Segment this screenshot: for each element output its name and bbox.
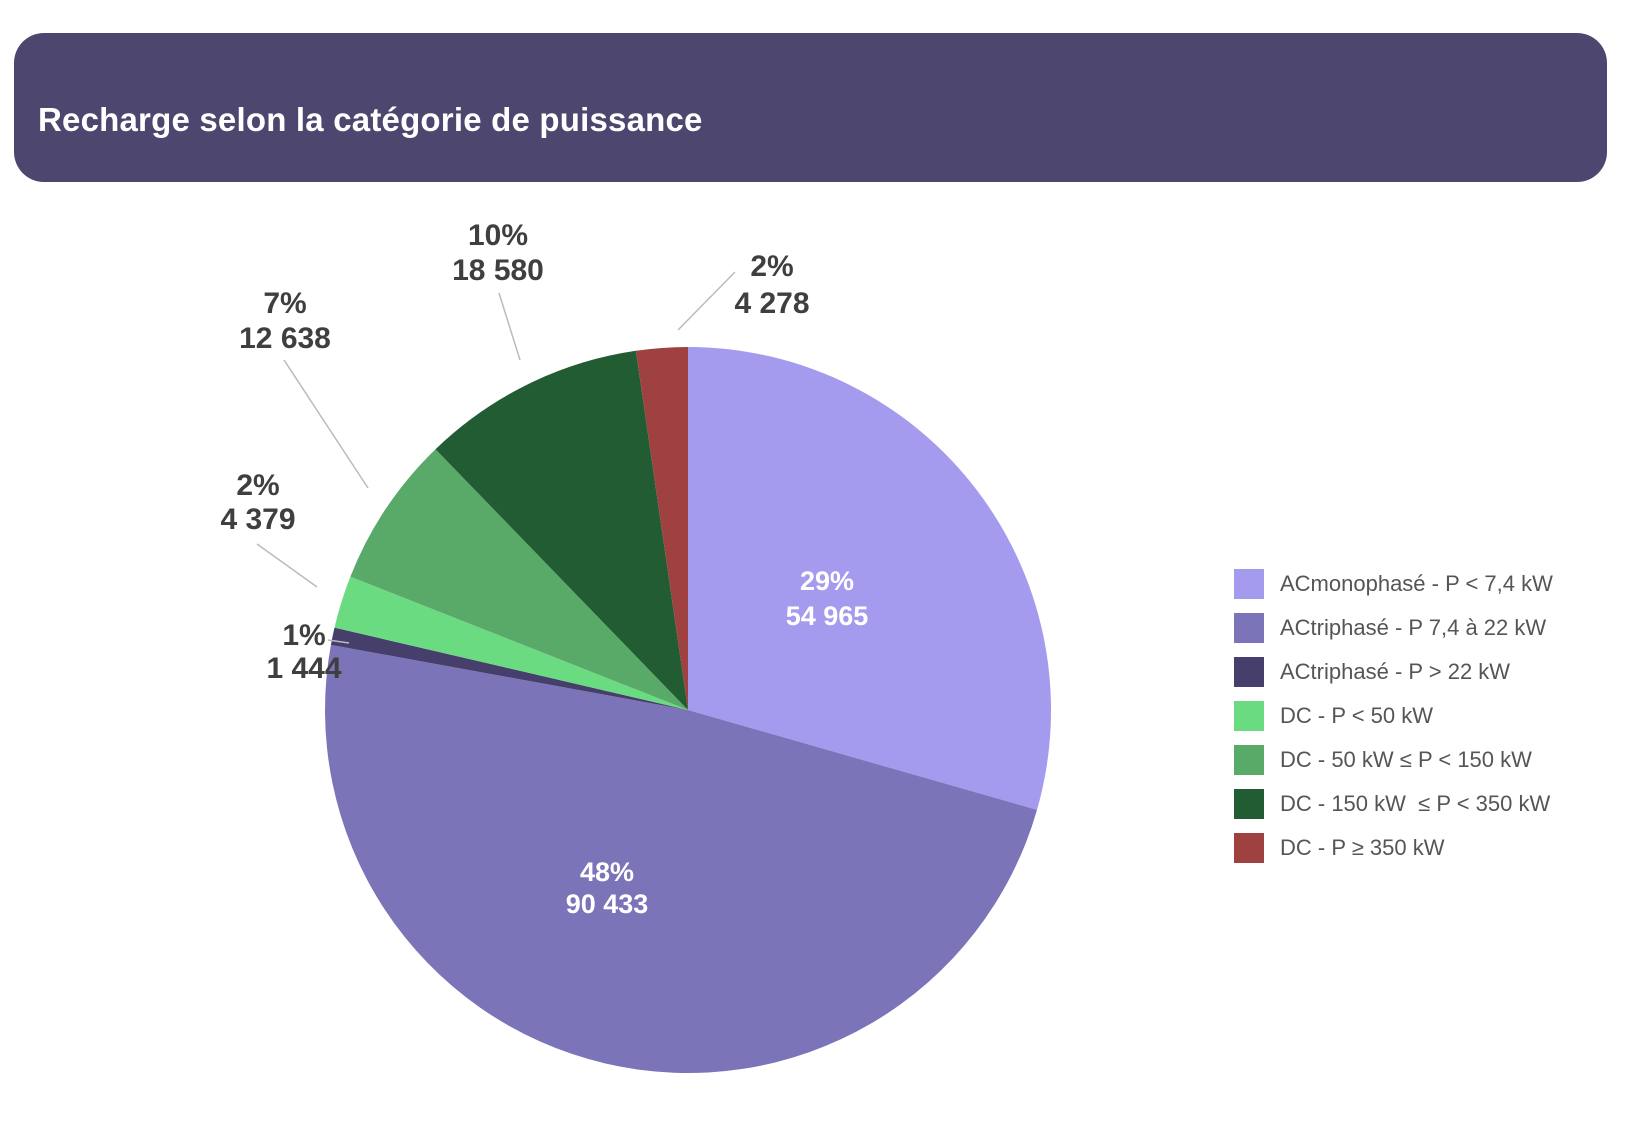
label-leader-line-6 <box>677 271 736 331</box>
chart-title: Recharge selon la catégorie de puissance <box>38 100 703 138</box>
pie-slice-2 <box>330 627 688 710</box>
legend-item-5: DC - 150 kW ≤ P < 350 kW <box>1234 789 1553 819</box>
legend-item-0: ACmonophasé - P < 7,4 kW <box>1234 569 1553 599</box>
legend-label: DC - 50 kW ≤ P < 150 kW <box>1280 747 1532 772</box>
legend-label: ACtriphasé - P 7,4 à 22 kW <box>1280 615 1547 640</box>
legend-swatch-icon <box>1234 657 1264 687</box>
pie-slice-6 <box>635 347 688 710</box>
legend: ACmonophasé - P < 7,4 kW ACtriphasé - P 7… <box>1234 569 1553 877</box>
label-leader-line-3 <box>256 543 318 588</box>
slice-label-4: 7% 12 638 <box>239 287 331 355</box>
pie-slice-3 <box>334 576 688 710</box>
slice-label-6: 2% 4 278 <box>734 250 809 320</box>
legend-swatch-icon <box>1234 613 1264 643</box>
pie-slice-4 <box>350 449 688 710</box>
legend-label: DC - P ≥ 350 kW <box>1280 835 1445 860</box>
legend-swatch-icon <box>1234 745 1264 775</box>
chart-title-banner: Recharge selon la catégorie de puissance <box>14 33 1607 182</box>
slice-label-2: 1% 1 444 <box>266 619 341 685</box>
pie-slice-5 <box>435 350 688 710</box>
label-leader-line-4 <box>283 359 369 489</box>
legend-label: ACtriphasé - P > 22 kW <box>1280 659 1511 684</box>
legend-item-6: DC - P ≥ 350 kW <box>1234 833 1553 863</box>
legend-item-1: ACtriphasé - P 7,4 à 22 kW <box>1234 613 1553 643</box>
label-leader-line-5 <box>498 292 521 361</box>
legend-item-4: DC - 50 kW ≤ P < 150 kW <box>1234 745 1553 775</box>
slice-label-1: 48% 90 433 <box>566 857 649 919</box>
legend-label: DC - P < 50 kW <box>1280 703 1434 728</box>
pie-slice-0 <box>688 346 1052 810</box>
legend-label: DC - 150 kW ≤ P < 350 kW <box>1280 791 1551 816</box>
slice-label-0: 29% 54 965 <box>786 566 869 631</box>
legend-label: ACmonophasé - P < 7,4 kW <box>1280 571 1553 596</box>
legend-swatch-icon <box>1234 701 1264 731</box>
legend-item-3: DC - P < 50 kW <box>1234 701 1553 731</box>
label-leader-line-2 <box>327 639 350 644</box>
legend-swatch-icon <box>1234 833 1264 863</box>
legend-swatch-icon <box>1234 789 1264 819</box>
legend-item-2: ACtriphasé - P > 22 kW <box>1234 657 1553 687</box>
slice-label-3: 2% 4 379 <box>220 469 295 536</box>
pie-slice-1 <box>325 644 1037 1074</box>
legend-swatch-icon <box>1234 569 1264 599</box>
slice-label-5: 10% 18 580 <box>452 219 544 287</box>
